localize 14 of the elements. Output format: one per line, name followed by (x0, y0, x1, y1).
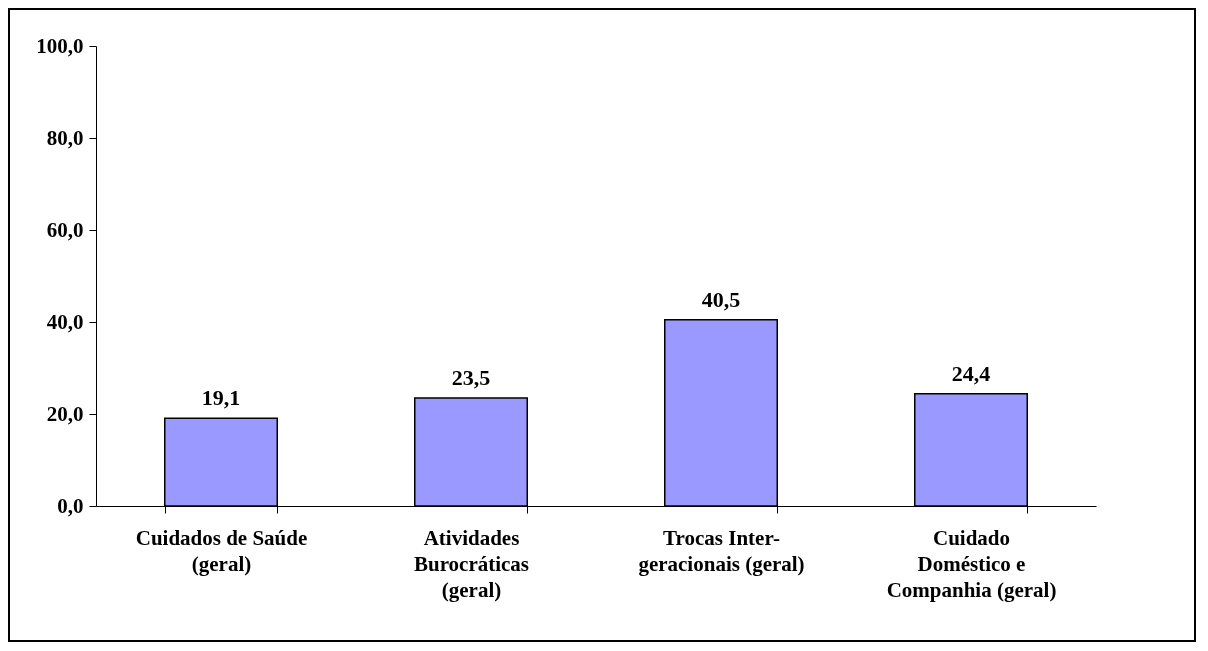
y-tick-label: 40,0 (46, 309, 84, 334)
data-label: 24,4 (951, 360, 991, 386)
y-tick-label: 20,0 (46, 401, 84, 426)
x-tick-label: Trocas Inter-geracionais (geral) (638, 525, 805, 576)
data-label: 40,5 (701, 286, 741, 312)
y-tick-label: 0,0 (57, 493, 84, 518)
y-tick-label: 60,0 (46, 217, 84, 242)
y-tick-label: 80,0 (46, 125, 84, 150)
x-tick-label: Cuidado Doméstico e Companhia (geral) (886, 525, 1057, 602)
x-tick-label: Cuidados de Saúde (geral) (135, 525, 308, 576)
data-label: 23,5 (451, 364, 491, 390)
data-label: 19,1 (201, 385, 241, 411)
y-tick-label: 100,0 (36, 33, 84, 58)
x-tick-label: Atividades Burocráticas (geral) (413, 525, 530, 602)
